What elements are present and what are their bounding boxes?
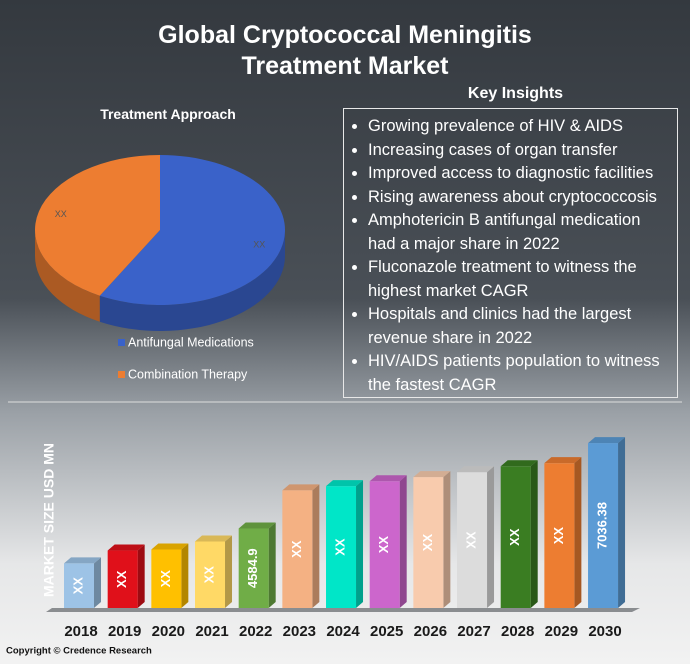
bar-value-label: XX [420, 534, 435, 552]
bar [457, 472, 488, 608]
pie-title: Treatment Approach [100, 106, 236, 122]
bar-top [457, 466, 495, 473]
copyright: Copyright © Credence Research [6, 646, 152, 657]
x-tick-label: 2030 [588, 623, 621, 640]
bar [369, 481, 400, 608]
bar-top [238, 522, 276, 529]
bar-top [500, 460, 538, 467]
bar-top [544, 457, 582, 464]
x-tick-label: 2026 [414, 623, 447, 640]
bar-side [443, 471, 451, 608]
pie-slice [34, 155, 160, 296]
legend-swatch [118, 371, 125, 378]
bar-side [94, 557, 101, 608]
insight-item: Growing prevalence of HIV & AIDS [368, 115, 671, 139]
bar-side [399, 475, 407, 608]
title-text: Global Cryptococcal Meningitis Treatment… [158, 21, 532, 80]
bar-top [413, 471, 451, 478]
insight-item: HIV/AIDS patients population to witness … [368, 350, 671, 397]
x-tick-label: 2028 [501, 623, 534, 640]
bar-value-label: XX [201, 566, 216, 584]
bar-side [225, 535, 233, 608]
insight-item: Fluconazole treatment to witness the hig… [368, 256, 671, 303]
bar-side [574, 457, 582, 608]
bar-side [312, 484, 320, 608]
bar [195, 541, 226, 608]
floor [46, 608, 640, 612]
bar [588, 443, 619, 608]
x-tick-label: 2019 [108, 623, 141, 640]
pie-slice [99, 155, 285, 305]
pie-value-label: XX [55, 209, 67, 219]
bar-value-label: XX [376, 536, 391, 554]
bar-side [356, 480, 364, 608]
bar [413, 477, 444, 608]
bar-value-label: 4584.9 [245, 548, 260, 588]
bar-value-label: XX [332, 538, 347, 556]
bar [238, 528, 269, 608]
insight-item: Amphotericin B antifungal medication had… [368, 209, 671, 256]
page-title: Global Cryptococcal Meningitis Treatment… [0, 20, 690, 82]
x-tick-label: 2024 [326, 623, 360, 640]
bar [107, 550, 138, 608]
bar [326, 486, 357, 608]
bar-top [195, 535, 233, 542]
bar-side [618, 437, 626, 608]
x-tick-label: 2023 [283, 623, 316, 640]
bar [500, 466, 531, 608]
bar-top [107, 544, 145, 551]
bar-value-label: 7036.38 [594, 502, 609, 549]
pie-slice-side [35, 230, 100, 322]
bar-side [487, 466, 495, 608]
pie-value-label: XX [253, 240, 265, 250]
x-tick-label: 2020 [152, 623, 185, 640]
x-tick-label: 2022 [239, 623, 272, 640]
insight-item: Improved access to diagnostic facilities [368, 162, 671, 186]
insight-item: Rising awareness about cryptococcosis [368, 186, 671, 210]
bar-side [268, 522, 276, 608]
bar-value-label: XX [507, 528, 522, 546]
bar-side [137, 544, 145, 608]
bar [64, 563, 94, 608]
bar [151, 549, 182, 608]
x-tick-label: 2029 [545, 623, 578, 640]
bar-value-label: XX [114, 570, 129, 588]
bar-top [326, 480, 364, 487]
legend-label: Antifungal Medications [128, 335, 254, 349]
bar-side [181, 543, 189, 608]
insight-item: Increasing cases of organ transfer [368, 139, 671, 163]
bar-top [588, 437, 626, 444]
insights-title: Key Insights [467, 85, 564, 102]
legend-label: Combination Therapy [128, 367, 248, 381]
insights-list: Growing prevalence of HIV & AIDSIncreasi… [348, 115, 671, 397]
x-tick-label: 2021 [195, 623, 228, 640]
insights-box: Growing prevalence of HIV & AIDSIncreasi… [343, 108, 678, 398]
y-axis-title: MARKET SIZE USD MN [41, 443, 57, 597]
x-tick-label: 2025 [370, 623, 403, 640]
bar-value-label: XX [70, 577, 85, 595]
bar-top [282, 484, 320, 491]
bar-value-label: XX [289, 540, 304, 558]
insight-item: Hospitals and clinics had the largest re… [368, 303, 671, 350]
bar-value-label: XX [463, 531, 478, 549]
bar [544, 463, 575, 608]
x-tick-label: 2027 [457, 623, 490, 640]
bar-top [151, 543, 189, 550]
bar [282, 490, 313, 608]
legend-swatch [118, 339, 125, 346]
bar-value-label: XX [158, 570, 173, 588]
bar-value-label: XX [551, 527, 566, 545]
bar-top [369, 475, 407, 482]
bar-side [530, 460, 538, 608]
bar-top [64, 557, 101, 564]
x-tick-label: 2018 [64, 623, 97, 640]
pie-slice-side [99, 230, 286, 331]
